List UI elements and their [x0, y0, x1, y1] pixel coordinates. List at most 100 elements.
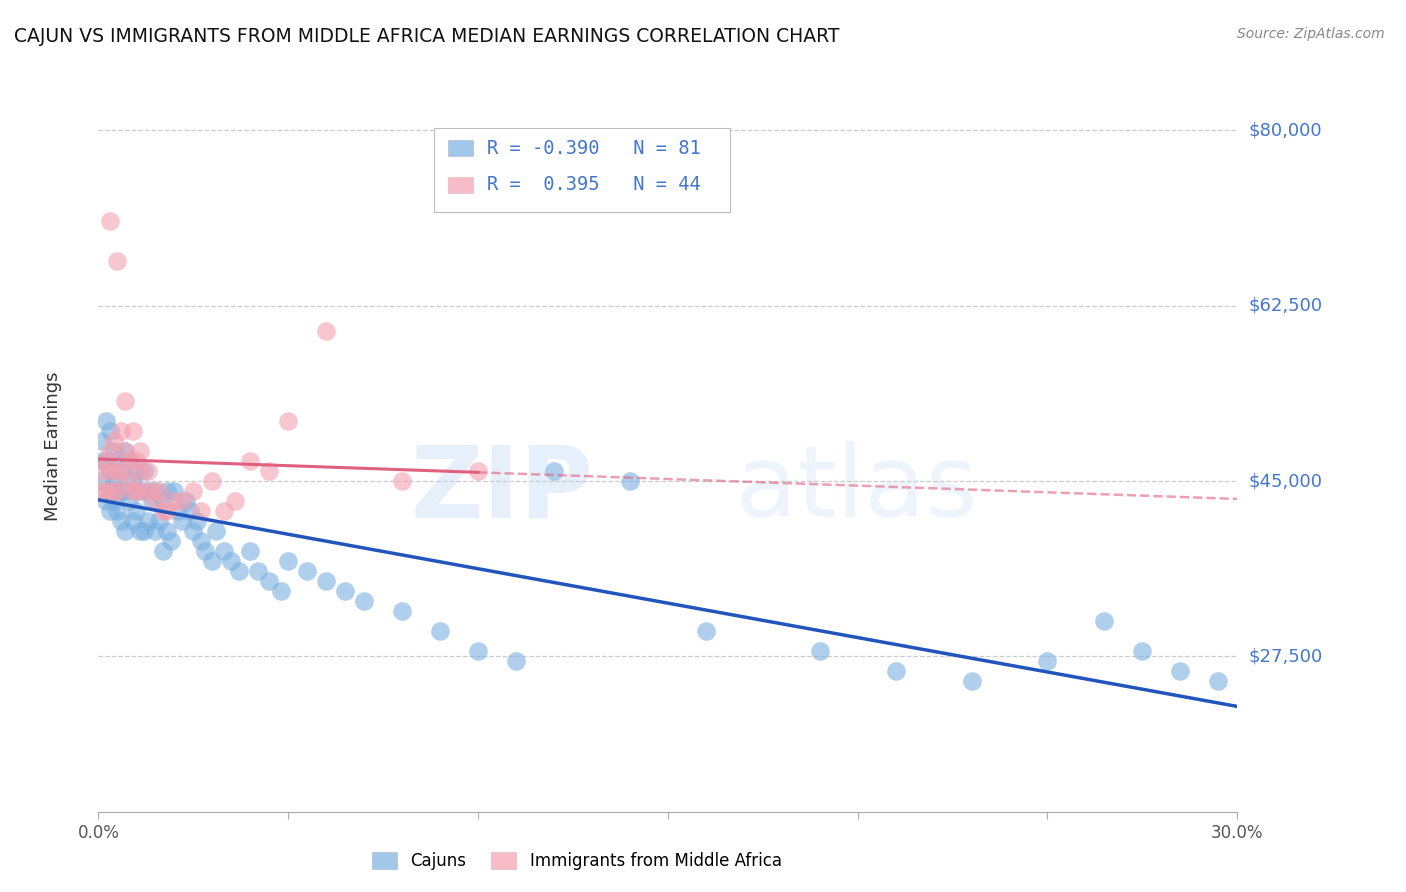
Immigrants from Middle Africa [107, 253, 129, 268]
Cajuns [170, 514, 193, 528]
Cajuns [129, 484, 152, 499]
Immigrants from Middle Africa [145, 494, 167, 508]
Cajuns [136, 484, 159, 499]
Text: $62,500: $62,500 [1249, 297, 1323, 315]
Text: $80,000: $80,000 [1249, 121, 1322, 139]
Cajuns [259, 574, 281, 589]
Immigrants from Middle Africa [148, 484, 170, 499]
Cajuns [960, 674, 983, 689]
Text: Source: ZipAtlas.com: Source: ZipAtlas.com [1237, 27, 1385, 41]
Cajuns [884, 665, 907, 679]
Cajuns [1208, 674, 1230, 689]
Cajuns [103, 494, 125, 508]
Cajuns [335, 584, 357, 599]
Immigrants from Middle Africa [103, 484, 125, 499]
Cajuns [205, 524, 228, 538]
Cajuns [125, 464, 148, 478]
FancyBboxPatch shape [434, 128, 731, 212]
Immigrants from Middle Africa [170, 494, 193, 508]
Cajuns [391, 604, 413, 618]
Immigrants from Middle Africa [103, 434, 125, 448]
Cajuns [163, 484, 186, 499]
Cajuns [156, 524, 179, 538]
Cajuns [98, 504, 121, 518]
Immigrants from Middle Africa [129, 464, 152, 478]
Cajuns [121, 474, 143, 488]
Text: $45,000: $45,000 [1249, 472, 1323, 490]
Text: R =  0.395   N = 44: R = 0.395 N = 44 [486, 176, 700, 194]
Cajuns [107, 484, 129, 499]
Cajuns [246, 564, 269, 578]
Immigrants from Middle Africa [132, 484, 155, 499]
Cajuns [1132, 644, 1154, 658]
Cajuns [152, 494, 174, 508]
Text: Median Earnings: Median Earnings [44, 371, 62, 521]
Cajuns [94, 414, 117, 428]
Cajuns [270, 584, 292, 599]
Immigrants from Middle Africa [114, 393, 136, 408]
Text: CAJUN VS IMMIGRANTS FROM MIDDLE AFRICA MEDIAN EARNINGS CORRELATION CHART: CAJUN VS IMMIGRANTS FROM MIDDLE AFRICA M… [14, 27, 839, 45]
Immigrants from Middle Africa [107, 464, 129, 478]
Immigrants from Middle Africa [129, 444, 152, 458]
Cajuns [429, 624, 451, 639]
Cajuns [148, 514, 170, 528]
Cajuns [129, 524, 152, 538]
Cajuns [159, 534, 181, 549]
Cajuns [118, 494, 141, 508]
Immigrants from Middle Africa [190, 504, 212, 518]
Immigrants from Middle Africa [239, 454, 262, 468]
Bar [449, 140, 472, 156]
Cajuns [94, 454, 117, 468]
Cajuns [808, 644, 831, 658]
Cajuns [221, 554, 243, 568]
Cajuns [98, 424, 121, 438]
Cajuns [121, 514, 143, 528]
Cajuns [110, 464, 132, 478]
Immigrants from Middle Africa [125, 454, 148, 468]
Cajuns [114, 524, 136, 538]
Immigrants from Middle Africa [91, 484, 114, 499]
Text: $27,500: $27,500 [1249, 648, 1323, 665]
Immigrants from Middle Africa [136, 464, 159, 478]
Immigrants from Middle Africa [91, 464, 114, 478]
Cajuns [201, 554, 224, 568]
Immigrants from Middle Africa [121, 424, 143, 438]
Immigrants from Middle Africa [391, 474, 413, 488]
Immigrants from Middle Africa [98, 464, 121, 478]
Cajuns [183, 524, 205, 538]
Immigrants from Middle Africa [110, 424, 132, 438]
Cajuns [228, 564, 250, 578]
Immigrants from Middle Africa [224, 494, 246, 508]
Immigrants from Middle Africa [94, 454, 117, 468]
Immigrants from Middle Africa [118, 474, 141, 488]
Cajuns [98, 464, 121, 478]
Cajuns [145, 484, 167, 499]
Cajuns [277, 554, 299, 568]
Immigrants from Middle Africa [98, 444, 121, 458]
Cajuns [1036, 655, 1059, 669]
Immigrants from Middle Africa [107, 484, 129, 499]
Cajuns [110, 514, 132, 528]
Immigrants from Middle Africa [118, 454, 141, 468]
Cajuns [1094, 615, 1116, 629]
Cajuns [118, 454, 141, 468]
Immigrants from Middle Africa [152, 504, 174, 518]
Cajuns [212, 544, 235, 558]
Immigrants from Middle Africa [110, 464, 132, 478]
Cajuns [190, 534, 212, 549]
Cajuns [141, 494, 163, 508]
Immigrants from Middle Africa [467, 464, 489, 478]
Cajuns [94, 494, 117, 508]
Cajuns [103, 474, 125, 488]
Cajuns [107, 454, 129, 468]
Cajuns [103, 444, 125, 458]
Cajuns [467, 644, 489, 658]
Immigrants from Middle Africa [141, 484, 163, 499]
Immigrants from Middle Africa [212, 504, 235, 518]
Cajuns [353, 594, 375, 608]
Cajuns [132, 524, 155, 538]
Cajuns [315, 574, 337, 589]
Cajuns [98, 484, 121, 499]
Cajuns [156, 484, 179, 499]
Bar [449, 177, 472, 193]
